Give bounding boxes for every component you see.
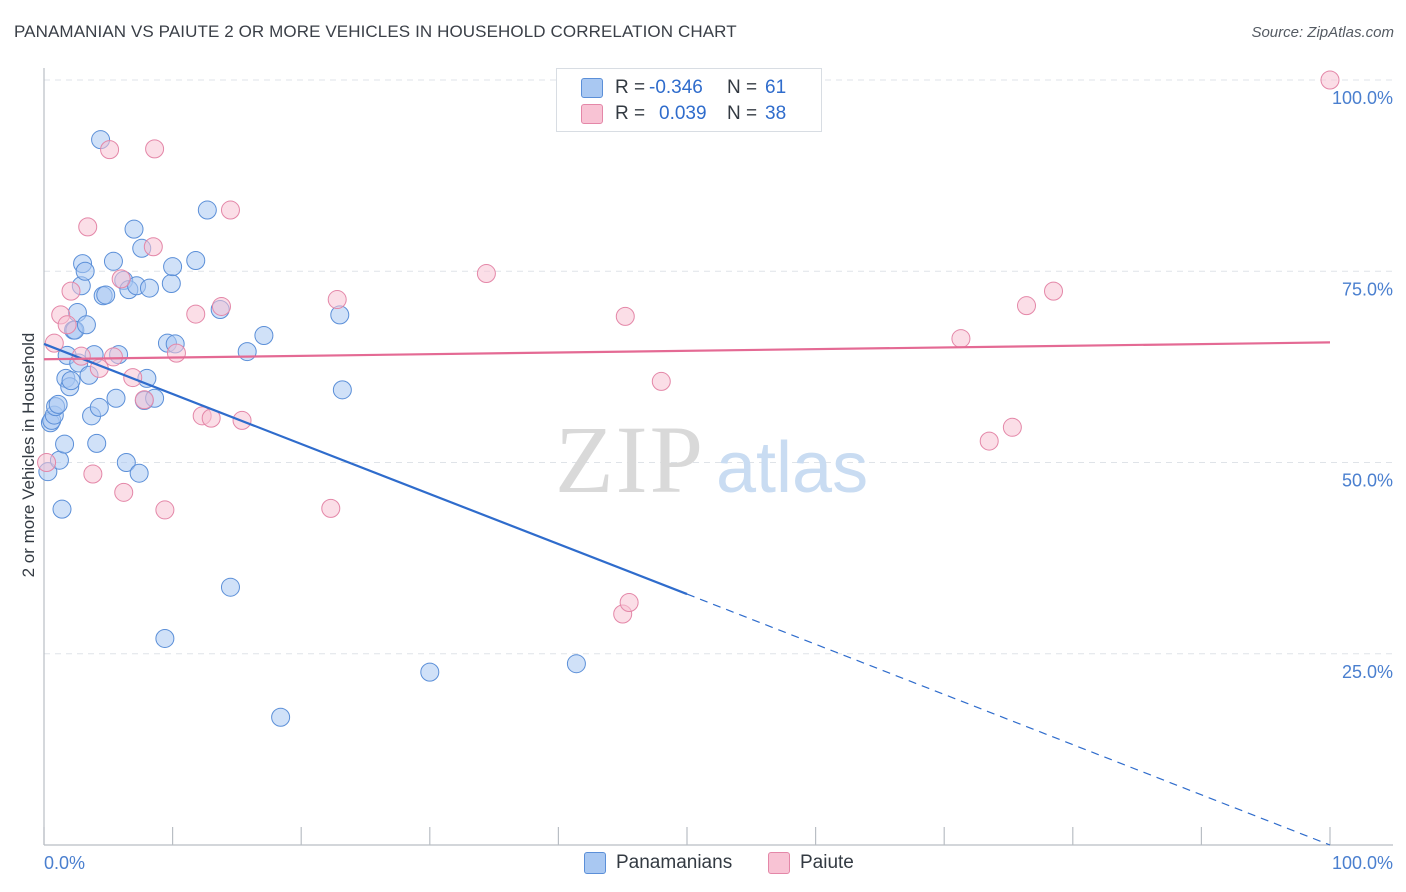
point-paiute [166, 343, 186, 363]
point-paiute [145, 139, 165, 159]
point-paiute [100, 140, 120, 160]
point-panamanians [420, 662, 440, 682]
point-paiute [83, 464, 103, 484]
point-panamanians [129, 463, 149, 483]
n-label: N = [727, 103, 758, 124]
watermark-atlas: atlas [716, 428, 868, 508]
point-paiute [619, 592, 639, 612]
point-panamanians [52, 499, 72, 519]
point-paiute [1044, 281, 1064, 301]
n-label: N = [727, 77, 758, 98]
point-panamanians [155, 628, 175, 648]
n-value: 61 [765, 77, 787, 98]
point-paiute [134, 390, 154, 410]
point-paiute [1320, 70, 1340, 90]
legend-swatch-paiute [768, 852, 790, 874]
point-paiute [143, 237, 163, 257]
point-panamanians [197, 200, 217, 220]
n-value: 38 [765, 103, 787, 124]
point-paiute [1002, 417, 1022, 437]
gridlines [44, 79, 1393, 655]
point-panamanians [220, 577, 240, 597]
point-panamanians [186, 251, 206, 271]
r-value: -0.346 [649, 77, 703, 98]
series-legend: Panamanians Paiute [0, 852, 1406, 878]
point-panamanians [75, 261, 95, 281]
point-panamanians [566, 654, 586, 674]
legend-swatch-panamanians [581, 78, 603, 98]
x-tick-label: 0.0% [44, 853, 85, 873]
trend-lines [43, 341, 1331, 846]
point-panamanians [124, 219, 144, 239]
trend-line-paiute [43, 341, 1331, 361]
point-panamanians [237, 342, 257, 362]
watermark-zip: ZIP [555, 406, 705, 513]
point-paiute [211, 296, 231, 316]
point-panamanians [139, 278, 159, 298]
point-paiute [1017, 296, 1037, 316]
y-tick-label: 75.0% [1342, 279, 1393, 299]
point-paiute [114, 482, 134, 502]
point-panamanians [61, 371, 81, 391]
point-panamanians [271, 707, 291, 727]
point-paiute [615, 306, 635, 326]
point-paiute [111, 269, 131, 289]
point-paiute [327, 290, 347, 310]
data-points [37, 70, 1340, 727]
legend-swatch-paiute [581, 104, 603, 124]
chart-title: PANAMANIAN VS PAIUTE 2 OR MORE VEHICLES … [14, 22, 737, 41]
tick-labels: 25.0% 50.0% 75.0% 100.0% 0.0% 100.0% [44, 88, 1393, 873]
r-label: R = [615, 77, 646, 98]
legend-item-panamanians[interactable]: Panamanians [584, 852, 732, 874]
legend-item-paiute[interactable]: Paiute [768, 852, 854, 874]
point-paiute [321, 498, 341, 518]
legend-row-panamanians: R = -0.346 N = 61 [581, 76, 786, 100]
point-panamanians [96, 285, 116, 305]
point-panamanians [89, 397, 109, 417]
point-paiute [37, 453, 57, 472]
point-panamanians [55, 434, 75, 454]
source-credit: Source: ZipAtlas.com [1251, 24, 1394, 41]
point-paiute [951, 329, 971, 349]
point-panamanians [106, 388, 126, 408]
point-paiute [979, 431, 999, 451]
point-paiute [220, 200, 240, 220]
legend-label: Panamanians [616, 852, 733, 873]
point-panamanians [163, 257, 183, 277]
point-panamanians [116, 453, 136, 472]
point-paiute [61, 281, 81, 301]
y-tick-label: 100.0% [1332, 88, 1393, 108]
trend-line-panamanians [43, 342, 688, 596]
watermark: ZIP atlas [555, 406, 868, 513]
stats-legend: R = -0.346 N = 61 R = 0.039 N = 38 [556, 68, 822, 132]
point-panamanians [76, 315, 96, 335]
legend-row-paiute: R = 0.039 N = 38 [581, 102, 786, 126]
point-paiute [476, 264, 496, 284]
point-paiute [44, 333, 64, 353]
point-paiute [155, 500, 175, 520]
point-paiute [651, 371, 671, 391]
y-tick-label: 50.0% [1342, 471, 1393, 491]
point-paiute [186, 304, 206, 324]
x-tick-label: 100.0% [1332, 853, 1393, 873]
trend-line-extension-panamanians [686, 593, 1331, 846]
point-paiute [57, 315, 77, 335]
point-panamanians [332, 380, 352, 400]
legend-label: Paiute [800, 852, 854, 873]
point-panamanians [103, 251, 123, 271]
y-tick-label: 25.0% [1342, 662, 1393, 682]
point-panamanians [254, 326, 274, 346]
point-paiute [78, 217, 98, 237]
point-panamanians [48, 394, 68, 414]
point-panamanians [87, 433, 107, 453]
r-label: R = [615, 103, 646, 124]
point-paiute [103, 347, 123, 367]
point-panamanians [161, 273, 181, 293]
r-value: 0.039 [659, 103, 707, 124]
legend-swatch-panamanians [584, 852, 606, 874]
